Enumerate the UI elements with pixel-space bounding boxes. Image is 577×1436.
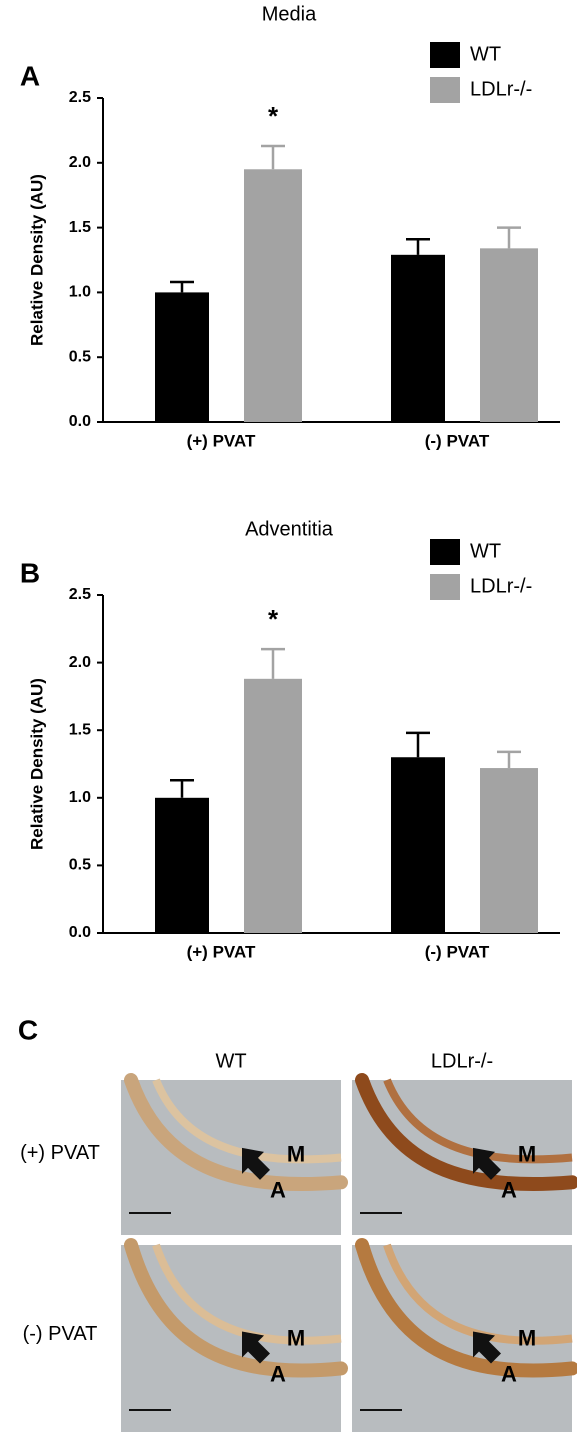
- layer-label: A: [501, 1361, 517, 1386]
- panel-label: A: [20, 60, 40, 91]
- tissue-inner: [152, 1243, 342, 1345]
- y-tick-label: 0.5: [69, 348, 91, 365]
- y-tick-label: 0.5: [69, 857, 91, 874]
- y-tick-label: 2.5: [69, 89, 91, 106]
- x-tick-label: (+) PVAT: [187, 431, 256, 450]
- tissue-outer: [355, 1238, 577, 1378]
- layer-label: A: [270, 1361, 286, 1386]
- bar: [391, 254, 445, 422]
- micrograph: MA: [352, 1238, 577, 1432]
- x-tick-label: (-) PVAT: [425, 942, 490, 961]
- layer-label: M: [287, 1142, 305, 1167]
- legend-label: LDLr-/-: [470, 78, 532, 100]
- layer-label: A: [501, 1178, 517, 1203]
- significance-marker: *: [268, 101, 279, 131]
- tissue-outer: [124, 1073, 348, 1192]
- error-bar: [170, 280, 194, 293]
- legend-swatch: [430, 539, 460, 565]
- micrograph: MA: [352, 1073, 577, 1235]
- tissue-outer: [355, 1073, 577, 1192]
- chart-title: Adventitia: [245, 518, 334, 540]
- error-bar: [261, 144, 285, 170]
- row-header: (+) PVAT: [20, 1142, 100, 1164]
- y-tick-label: 2.0: [69, 654, 91, 671]
- legend-swatch: [430, 574, 460, 600]
- error-bar: [497, 226, 521, 249]
- panel-label: B: [20, 557, 40, 588]
- x-tick-label: (+) PVAT: [187, 942, 256, 961]
- y-tick-label: 0.0: [69, 413, 91, 430]
- y-tick-label: 0.0: [69, 924, 91, 941]
- tissue-inner: [152, 1078, 342, 1164]
- y-axis-label: Relative Density (AU): [27, 678, 46, 850]
- panel-label: C: [18, 1014, 38, 1045]
- column-header: LDLr-/-: [431, 1050, 493, 1072]
- bar: [244, 169, 302, 422]
- bar: [155, 292, 209, 422]
- y-axis-label: Relative Density (AU): [27, 174, 46, 346]
- layer-label: M: [287, 1325, 305, 1350]
- significance-marker: *: [268, 604, 279, 634]
- y-tick-label: 1.5: [69, 219, 91, 236]
- layer-label: A: [270, 1178, 286, 1203]
- error-bar: [406, 731, 430, 758]
- arrow: [242, 1147, 270, 1180]
- bar: [480, 768, 538, 933]
- tissue-inner: [383, 1078, 573, 1164]
- arrow: [473, 1331, 501, 1364]
- error-bar: [170, 778, 194, 798]
- error-bar: [497, 750, 521, 769]
- tissue-outer: [124, 1238, 348, 1378]
- y-tick-label: 2.0: [69, 154, 91, 171]
- arrow: [473, 1147, 501, 1180]
- y-tick-label: 1.0: [69, 789, 91, 806]
- error-bar: [406, 238, 430, 255]
- legend-label: WT: [470, 43, 501, 65]
- y-tick-label: 2.5: [69, 586, 91, 603]
- bar: [244, 678, 302, 933]
- bar: [391, 757, 445, 933]
- chart-title: Media: [262, 3, 317, 25]
- bar: [480, 248, 538, 422]
- micrograph: MA: [121, 1238, 348, 1432]
- legend-swatch: [430, 77, 460, 103]
- arrow: [242, 1331, 270, 1364]
- layer-label: M: [518, 1142, 536, 1167]
- tissue-inner: [383, 1243, 573, 1345]
- legend-swatch: [430, 42, 460, 68]
- y-tick-label: 1.5: [69, 721, 91, 738]
- column-header: WT: [215, 1050, 246, 1072]
- legend-label: WT: [470, 540, 501, 562]
- x-tick-label: (-) PVAT: [425, 431, 490, 450]
- micrograph: MA: [121, 1073, 348, 1235]
- layer-label: M: [518, 1325, 536, 1350]
- bar: [155, 797, 209, 933]
- error-bar: [261, 647, 285, 679]
- y-tick-label: 1.0: [69, 284, 91, 301]
- legend-label: LDLr-/-: [470, 575, 532, 597]
- row-header: (-) PVAT: [23, 1323, 98, 1345]
